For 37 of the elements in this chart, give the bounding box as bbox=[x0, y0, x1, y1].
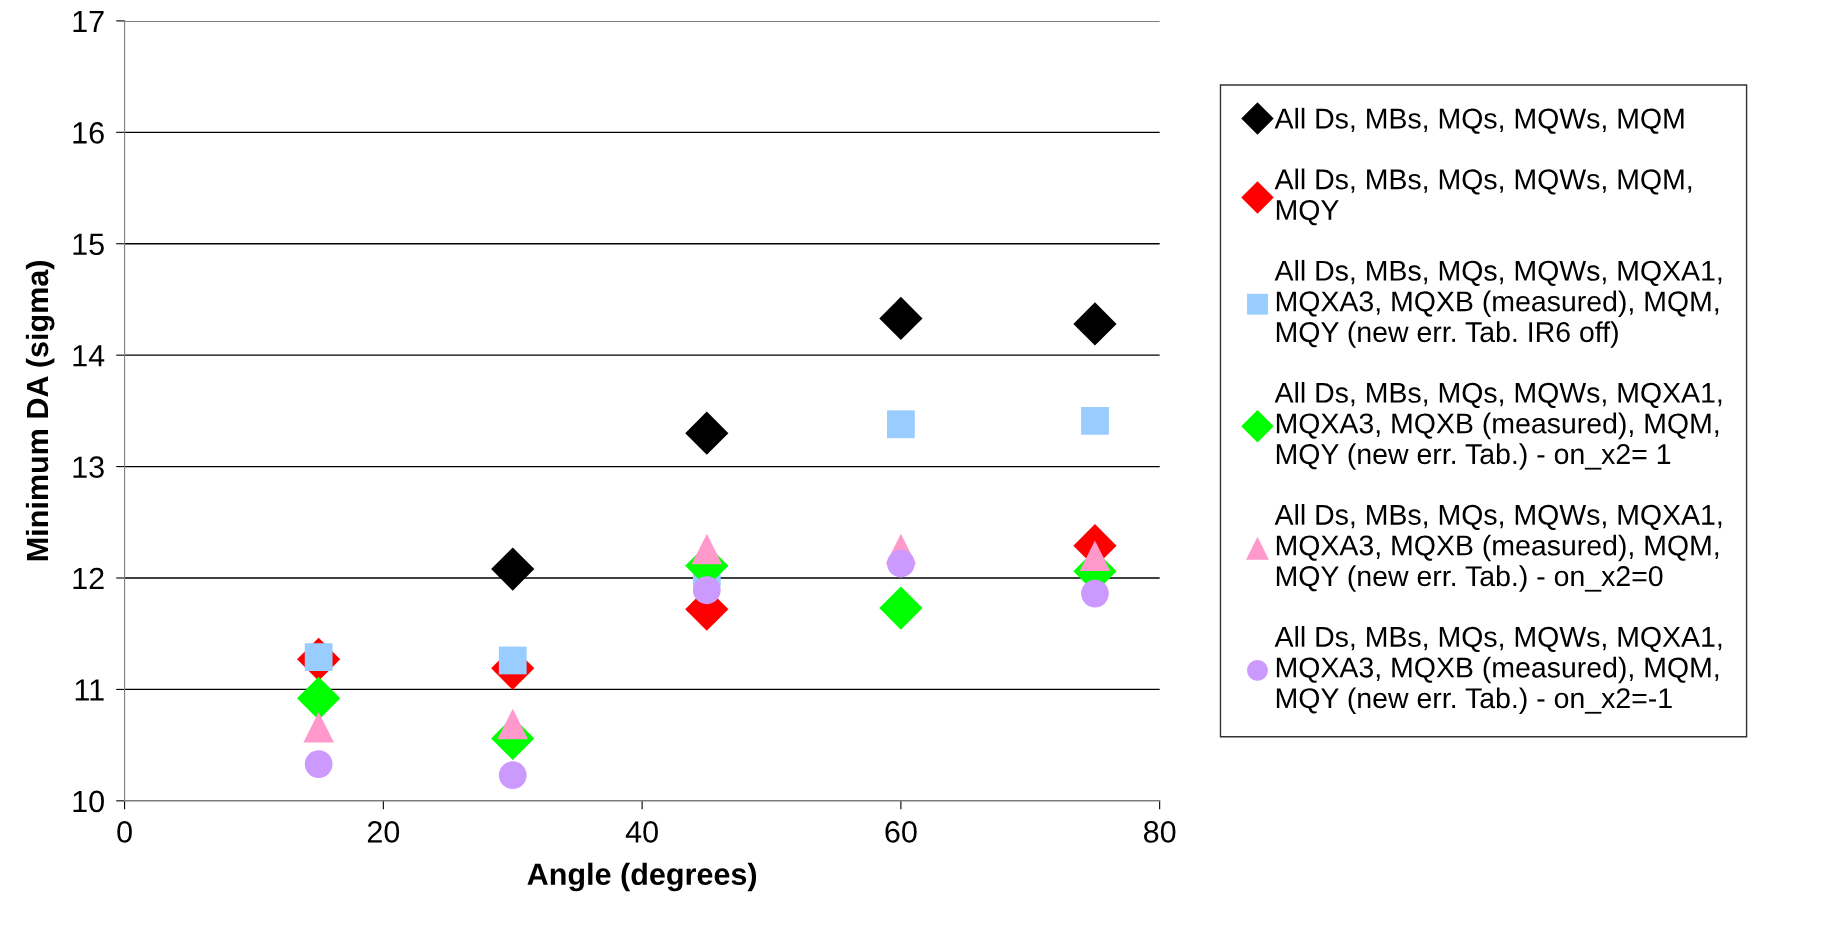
point bbox=[1081, 579, 1109, 608]
legend-label: All Ds, MBs, MQs, MQWs, MQXA1, MQXA3, MQXB (measured), MQM, MQY (new err. Tab.) - on_x2=0 bbox=[1274, 504, 1722, 592]
x-tick-label: 20 bbox=[367, 821, 400, 843]
point bbox=[1073, 302, 1117, 346]
point bbox=[879, 586, 923, 630]
x-tick-label: 60 bbox=[885, 821, 917, 843]
point bbox=[497, 708, 529, 740]
point bbox=[685, 411, 729, 455]
y-axis-title: Minimum DA (sigma) bbox=[25, 261, 55, 561]
x-tick-label: 40 bbox=[625, 821, 658, 843]
y-tick-label: 12 bbox=[73, 567, 104, 590]
point bbox=[297, 676, 341, 720]
point bbox=[692, 576, 721, 605]
point bbox=[303, 712, 334, 743]
point bbox=[879, 296, 923, 340]
y-tick-label: 15 bbox=[73, 233, 104, 256]
y-tick-label: 14 bbox=[73, 345, 105, 367]
legend-label: All Ds, MBs, MQs, MQWs, MQXA1, MQXA3, MQXB (measured), MQM, MQY (new err. Tab.) - on_x2=-1 bbox=[1274, 626, 1722, 714]
legend-label: All Ds, MBs, MQs, MQWs, MQM, MQY bbox=[1274, 168, 1692, 226]
point bbox=[491, 547, 535, 591]
point bbox=[887, 410, 915, 439]
point bbox=[1081, 407, 1109, 435]
point bbox=[498, 761, 527, 790]
y-tick-label: 17 bbox=[73, 10, 104, 32]
legend-label: All Ds, MBs, MQs, MQWs, MQXA1, MQXA3, MQXB (measured), MQM, MQY (new err. Tab.) - on_x2= 1 bbox=[1274, 381, 1722, 470]
y-tick-label: 16 bbox=[73, 122, 104, 144]
point bbox=[887, 549, 915, 578]
legend-label: All Ds, MBs, MQs, MQWs, MQXA1, MQXA3, MQXB (measured), MQM, MQY (new err. Tab. IR6 off) bbox=[1274, 259, 1722, 348]
x-axis-title: Angle (degrees) bbox=[527, 862, 757, 892]
x-tick-label: 0 bbox=[117, 821, 132, 843]
point bbox=[691, 533, 723, 565]
x-tick-label: 80 bbox=[1143, 821, 1176, 843]
point bbox=[304, 750, 333, 778]
y-tick-label: 10 bbox=[73, 790, 104, 813]
y-tick-label: 11 bbox=[75, 679, 104, 701]
legend-label: All Ds, MBs, MQs, MQWs, MQM bbox=[1274, 107, 1684, 134]
y-tick-label: 13 bbox=[73, 456, 104, 478]
